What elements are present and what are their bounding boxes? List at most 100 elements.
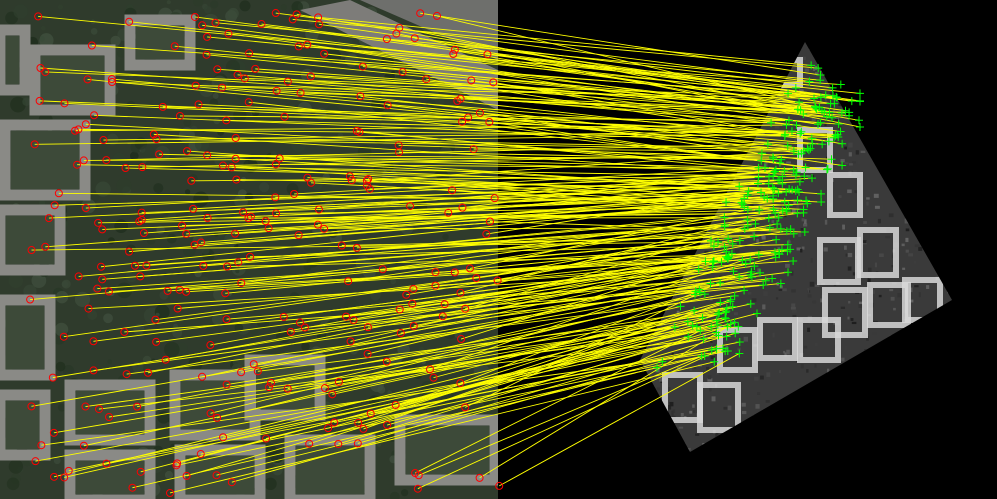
speckle (772, 332, 775, 338)
tree-clump (309, 195, 321, 207)
match-line (241, 210, 787, 284)
plus-icon (727, 249, 736, 258)
circle-icon (190, 12, 199, 21)
speckle (785, 89, 789, 94)
speckle (827, 407, 830, 412)
speckle (821, 404, 826, 410)
speckle (864, 349, 868, 353)
match-line (350, 256, 727, 342)
circle-icon (182, 287, 191, 296)
speckle (919, 206, 923, 210)
match-line (176, 350, 728, 466)
tree-clump (13, 4, 28, 19)
plus-icon (712, 328, 721, 337)
speckle (757, 268, 761, 273)
speckle (889, 335, 892, 339)
speckle (939, 415, 943, 420)
tree-clump (323, 201, 336, 214)
speckle (847, 266, 852, 271)
plus-icon (772, 235, 781, 244)
sar-image (635, 42, 952, 452)
speckle (872, 332, 877, 336)
circle-icon (352, 243, 361, 252)
speckle (875, 383, 880, 387)
circle-icon (234, 258, 243, 267)
plus-icon (735, 236, 744, 245)
circle-icon (344, 277, 353, 286)
plus-icon (744, 187, 753, 196)
plus-icon (750, 232, 759, 241)
circle-icon (36, 63, 45, 72)
tree-clump (371, 95, 379, 103)
circle-icon (104, 287, 113, 296)
match-line (77, 164, 783, 178)
tree-clump (234, 323, 244, 333)
plus-icon (771, 165, 780, 174)
match-line (226, 306, 733, 385)
speckle (799, 89, 804, 92)
match-line (156, 138, 809, 151)
circle-icon (178, 221, 187, 230)
speckle (760, 375, 764, 380)
match-line (111, 78, 823, 145)
circle-icon (173, 304, 182, 313)
circle-icon (485, 118, 494, 127)
speckle (836, 42, 842, 44)
speckle (910, 349, 915, 354)
speckle (703, 264, 708, 270)
match-line (399, 27, 825, 113)
speckle (874, 125, 877, 131)
speckle (635, 374, 639, 378)
match-line (238, 209, 787, 263)
speckle (870, 85, 875, 90)
plus-icon (721, 313, 730, 322)
plus-icon (653, 363, 662, 372)
speckle (791, 208, 796, 214)
match-line (231, 166, 768, 199)
speckle (855, 78, 860, 82)
match-line (486, 188, 775, 235)
match-line (444, 239, 777, 305)
speckle (949, 380, 952, 385)
speckle (850, 318, 854, 321)
circle-icon (166, 488, 175, 497)
plus-icon (791, 186, 800, 195)
circle-icon (172, 461, 181, 470)
speckle (817, 450, 822, 452)
speckle (640, 401, 644, 405)
speckle (718, 220, 722, 224)
speckle (678, 426, 684, 429)
courtyard (76, 461, 144, 494)
plus-icon (757, 188, 766, 197)
circle-icon (151, 315, 160, 324)
speckle (833, 406, 837, 410)
plus-icon (741, 259, 750, 268)
speckle (831, 417, 835, 421)
tree-clump (331, 182, 336, 188)
plus-icon (743, 191, 752, 200)
speckle (937, 253, 940, 257)
speckle (853, 170, 857, 174)
speckle (887, 90, 892, 93)
speckle (920, 165, 926, 169)
plus-icon (856, 122, 864, 131)
plus-icon (761, 276, 770, 285)
speckle (752, 269, 755, 273)
tree-clump (107, 237, 115, 245)
circle-icon (409, 321, 418, 330)
speckle (812, 300, 817, 304)
speckle (810, 427, 816, 432)
speckle (934, 441, 939, 446)
plus-icon (808, 140, 817, 149)
match-line (468, 117, 804, 152)
circle-icon (347, 176, 356, 185)
speckle (791, 309, 797, 313)
speckle (727, 405, 732, 411)
speckle (874, 262, 877, 268)
speckle (820, 298, 823, 303)
speckle (766, 372, 771, 377)
plus-icon (795, 177, 804, 186)
tree-clump (40, 25, 46, 31)
speckle (914, 285, 919, 288)
speckle (940, 327, 945, 333)
